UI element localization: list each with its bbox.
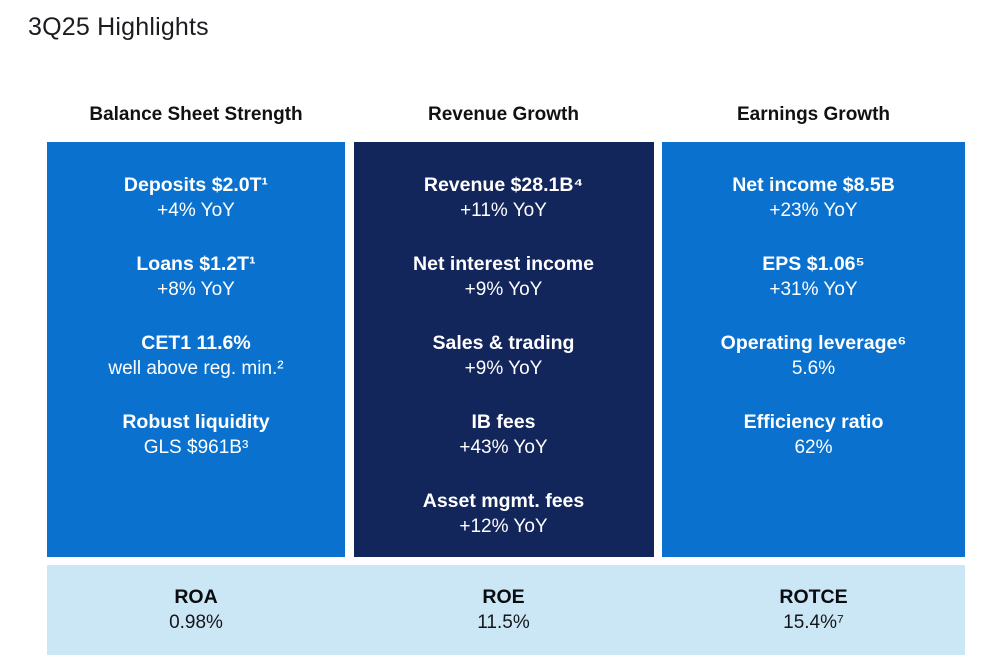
stat-asset-mgmt-fees: Asset mgmt. fees +12% YoY <box>423 488 584 540</box>
column-header-earnings-growth: Earnings Growth <box>736 104 891 125</box>
stat-label: Asset mgmt. fees <box>422 490 585 512</box>
stat-label: Efficiency ratio <box>743 411 884 433</box>
stat-value: 5.6% <box>791 358 836 379</box>
stat-net-income: Net income $8.5B +23% YoY <box>732 172 895 224</box>
stat-cet1: CET1 11.6% well above reg. min.² <box>108 330 283 382</box>
stat-revenue: Revenue $28.1B⁴ +11% YoY <box>424 172 583 224</box>
stat-liquidity: Robust liquidity GLS $961B³ <box>122 409 269 461</box>
metric-roe: ROE 11.5% <box>354 584 654 636</box>
stat-value: GLS $961B³ <box>143 437 249 458</box>
metric-rotce: ROTCE 15.4%⁷ <box>662 584 965 636</box>
page-title: 3Q25 Highlights <box>28 13 209 41</box>
stat-loans: Loans $1.2T¹ +8% YoY <box>136 251 255 303</box>
stat-label: Deposits $2.0T¹ <box>123 174 269 196</box>
stat-efficiency-ratio: Efficiency ratio 62% <box>744 409 884 461</box>
stat-label: Robust liquidity <box>122 411 270 433</box>
balance-sheet-strength-box: Deposits $2.0T¹ +4% YoY Loans $1.2T¹ +8%… <box>47 142 345 557</box>
stat-deposits: Deposits $2.0T¹ +4% YoY <box>124 172 268 224</box>
stat-label: CET1 11.6% <box>141 332 251 354</box>
stat-label: EPS $1.06⁵ <box>762 253 865 275</box>
stat-label: Operating leverage⁶ <box>720 332 907 354</box>
metric-label: ROTCE <box>779 586 848 608</box>
stat-value: +31% YoY <box>769 279 858 300</box>
column-header-balance-sheet-strength: Balance Sheet Strength <box>89 104 303 125</box>
stat-value: +43% YoY <box>459 437 548 458</box>
metric-label: ROE <box>482 586 525 608</box>
stat-label: Net income $8.5B <box>732 174 895 196</box>
stat-label: IB fees <box>471 411 536 433</box>
earnings-growth-box: Net income $8.5B +23% YoY EPS $1.06⁵ +31… <box>662 142 965 557</box>
metric-value: 15.4%⁷ <box>783 612 844 633</box>
stat-label: Sales & trading <box>432 332 575 354</box>
stat-label: Net interest income <box>413 253 594 275</box>
stat-value: +8% YoY <box>157 279 235 300</box>
metric-value: 11.5% <box>477 612 530 633</box>
stat-value: +9% YoY <box>464 279 543 300</box>
metric-roa: ROA 0.98% <box>47 584 345 636</box>
stat-operating-leverage: Operating leverage⁶ 5.6% <box>721 330 907 382</box>
stat-value: +12% YoY <box>459 516 548 537</box>
revenue-growth-box: Revenue $28.1B⁴ +11% YoY Net interest in… <box>353 142 654 557</box>
stat-label: Revenue $28.1B⁴ <box>423 174 584 196</box>
stat-value: +11% YoY <box>460 200 547 221</box>
metrics-bar: ROA 0.98% ROE 11.5% ROTCE 15.4%⁷ <box>47 565 965 655</box>
metric-label: ROA <box>174 586 218 608</box>
stat-label: Loans $1.2T¹ <box>136 253 256 275</box>
stat-value: +4% YoY <box>157 200 235 221</box>
stat-value: +23% YoY <box>769 200 858 221</box>
stat-sales-trading: Sales & trading +9% YoY <box>433 330 575 382</box>
column-headers-row: Balance Sheet Strength Revenue Growth Ea… <box>47 104 965 132</box>
stat-value: +9% YoY <box>464 358 543 379</box>
stat-value: well above reg. min.² <box>108 358 284 379</box>
stat-ib-fees: IB fees +43% YoY <box>459 409 547 461</box>
stat-value: 62% <box>794 437 833 458</box>
stat-eps: EPS $1.06⁵ +31% YoY <box>762 251 864 303</box>
column-header-revenue-growth: Revenue Growth <box>428 104 579 125</box>
stat-net-interest-income: Net interest income +9% YoY <box>413 251 594 303</box>
highlight-boxes-row: Deposits $2.0T¹ +4% YoY Loans $1.2T¹ +8%… <box>47 142 965 557</box>
metric-value: 0.98% <box>169 612 223 633</box>
